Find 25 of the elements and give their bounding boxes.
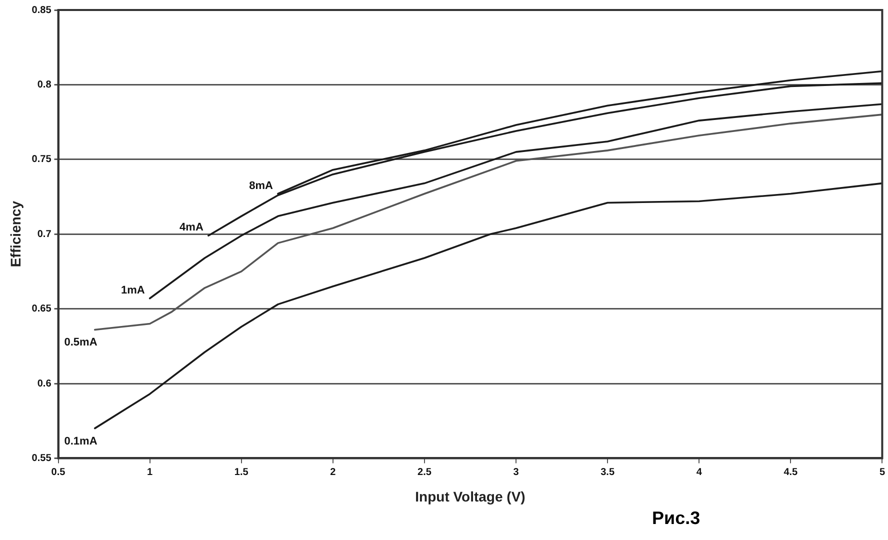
series-label: 4mA (180, 222, 204, 234)
x-tick-label: 1.5 (234, 466, 249, 478)
y-tick-label: 0.65 (32, 304, 52, 315)
x-tick-label: 2.5 (418, 466, 432, 478)
y-tick-label: 0.75 (32, 154, 52, 166)
x-tick-label: 4 (696, 466, 702, 478)
y-tick-label: 0.85 (32, 4, 52, 16)
x-tick-label: 5 (879, 466, 886, 478)
series-label: 8mA (249, 180, 274, 192)
text: Рис.3 (652, 508, 700, 529)
y-tick-label: 0.8 (37, 79, 52, 90)
series-label: 0.5mA (64, 336, 98, 349)
x-tick-label: 4.5 (784, 466, 798, 478)
x-tick-label: 0.5 (51, 466, 66, 478)
y-axis-title: Efficiency (7, 200, 24, 268)
x-tick-label: 3 (513, 466, 520, 478)
x-tick-label: 2 (330, 466, 336, 478)
x-tick-label: 3.5 (600, 466, 615, 478)
series-label: 1mA (120, 284, 145, 296)
y-tick-label: 0.55 (32, 452, 52, 464)
x-tick-label: 1 (147, 466, 154, 478)
y-tick-label: 0.7 (37, 228, 52, 240)
y-tick-label: 0.6 (37, 378, 52, 390)
series-label: 0.1mA (64, 435, 98, 448)
x-axis-title: Input Voltage (V) (415, 488, 526, 504)
